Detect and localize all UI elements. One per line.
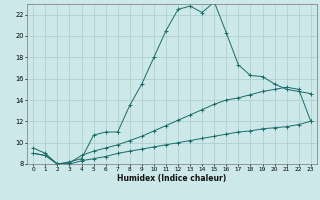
X-axis label: Humidex (Indice chaleur): Humidex (Indice chaleur) bbox=[117, 174, 227, 183]
